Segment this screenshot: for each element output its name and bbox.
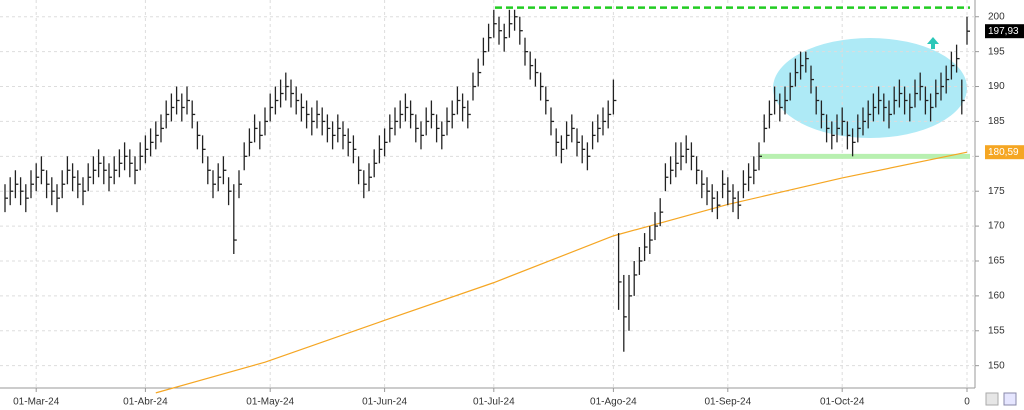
x-tick-label: 01-Ago-24 (590, 397, 637, 408)
icon[interactable] (985, 392, 999, 406)
y-tick-label: 190 (988, 81, 1005, 92)
ma-label: 180,59 (988, 147, 1019, 158)
up-arrow (927, 37, 939, 49)
x-tick-label: 01-Jul-24 (473, 397, 515, 408)
y-tick-label: 170 (988, 221, 1005, 232)
y-tick-label: 195 (988, 46, 1005, 57)
x-tick-label: 01-Jun-24 (362, 397, 407, 408)
x-tick-label: 01-Mar-24 (13, 397, 60, 408)
y-tick-label: 160 (988, 291, 1005, 302)
y-tick-label: 155 (988, 325, 1005, 336)
x-tick-label: 01-May-24 (246, 397, 294, 408)
y-tick-label: 185 (988, 116, 1005, 127)
moving-average (155, 151, 968, 394)
y-tick-label: 175 (988, 186, 1005, 197)
last-price-label-box (985, 24, 1024, 39)
x-tick-label: 01-Sep-24 (704, 397, 751, 408)
ma-label-box (985, 145, 1024, 160)
x-tick-label: 01-Abr-24 (123, 397, 168, 408)
y-tick-label: 165 (988, 256, 1005, 267)
y-tick-label: 150 (988, 360, 1005, 371)
icon[interactable] (1003, 392, 1017, 406)
highlight-ellipse (773, 38, 967, 138)
last-price-label: 197,93 (988, 26, 1019, 37)
x-tick-label: 0 (964, 397, 970, 408)
x-tick-label: 01-Oct-24 (820, 397, 865, 408)
y-tick-label: 200 (988, 11, 1005, 22)
